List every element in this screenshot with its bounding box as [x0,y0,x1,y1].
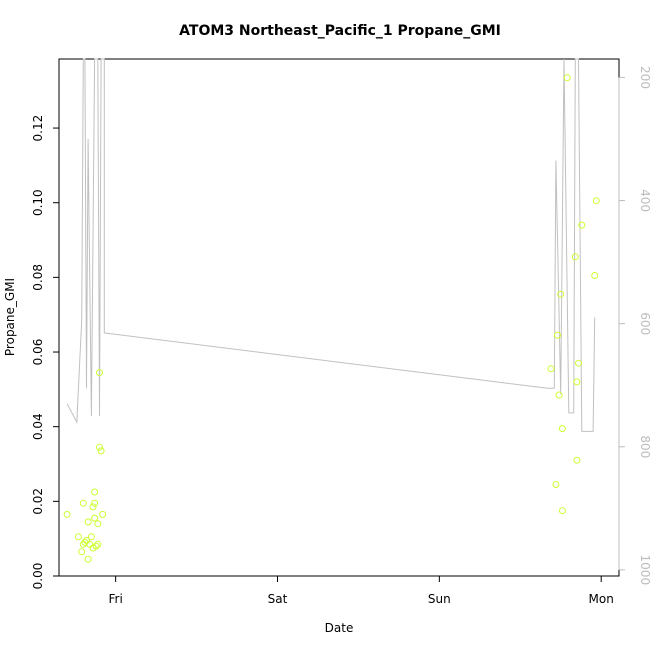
x-tick-label: Sun [428,592,451,606]
data-point [78,548,86,556]
right-axis: 200 400 600 800 1000 [618,66,650,586]
y-tick-label: 0.00 [31,563,45,590]
y2-tick-label: 400 [638,189,650,212]
y2-tick-label: 200 [638,66,650,89]
y-tick-label: 0.08 [31,264,45,291]
data-point [91,488,99,496]
line-series [66,58,596,432]
data-point [555,391,563,399]
data-point [563,74,571,82]
data-point [87,533,95,541]
x-axis-title: Date [325,621,354,635]
point-series [63,74,600,563]
data-point [74,533,82,541]
chart-title: ATOM3 Northeast_Pacific_1 Propane_GMI [179,23,501,39]
x-tick-label: Mon [589,592,614,606]
data-point [552,481,560,488]
data-point [558,425,566,433]
data-point [92,542,100,550]
x-tick-label: Fri [108,592,122,606]
y-tick-label: 0.10 [31,189,45,216]
data-point [592,197,600,205]
data-point [573,456,581,464]
x-tick-label: Sat [268,592,288,606]
data-point [94,520,102,528]
data-point [571,253,579,261]
data-point [578,221,586,229]
y-tick-label: 0.02 [31,488,45,515]
data-point [573,378,581,386]
data-point [557,290,565,298]
series-line [66,58,596,432]
y2-tick-label: 600 [638,312,650,335]
data-point [96,443,103,451]
data-point [591,272,599,279]
data-point [554,331,561,339]
plot-frame [58,58,620,577]
y-axis-title: Propane_GMI [3,278,17,356]
data-point [89,503,97,511]
data-point [91,499,99,507]
data-point [99,510,107,518]
data-point [547,365,555,373]
data-point [79,540,87,548]
data-point [97,447,105,455]
data-point [94,540,102,548]
y-tick-label: 0.12 [31,115,45,142]
x-axis: Fri Sat Sun Mon [108,575,614,606]
data-point [84,555,92,563]
y-tick-label: 0.04 [31,413,45,440]
y2-tick-label: 1000 [638,555,650,586]
data-point [575,359,582,367]
data-point [96,369,103,377]
data-point [84,518,92,526]
y2-tick-label: 800 [638,435,650,458]
y-tick-label: 0.06 [31,339,45,366]
data-point [91,514,99,522]
data-point [63,510,71,518]
y-axis: 0.00 0.02 0.04 0.06 0.08 0.10 0.12 [31,115,60,590]
data-point [558,507,566,515]
data-point [79,499,87,507]
